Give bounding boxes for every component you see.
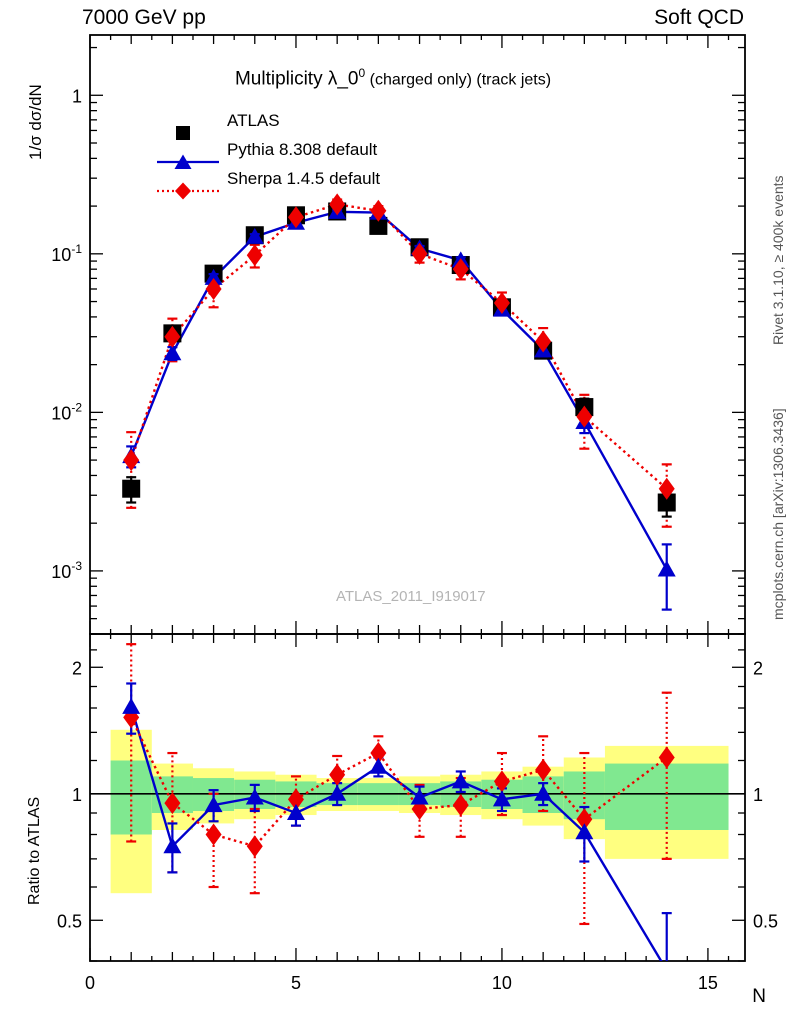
sherpa-data-point [493,291,510,314]
title-qualifier: (charged only) (track jets) [369,71,552,89]
legend-entry-pythia: Pythia 8.308 default [155,140,377,178]
analysis-watermark: ATLAS_2011_I919017 [336,588,486,605]
y-tick-label-main: 10-3 [51,559,82,582]
x-tick-label: 10 [492,973,512,993]
pythia-data-point [657,560,676,577]
legend-marker-pythia [157,154,219,169]
legend-label-atlas: ATLAS [227,111,280,130]
sherpa-data-point [535,330,552,353]
sherpa-data-point [411,242,428,265]
pythia-ratio-point [492,790,511,807]
sherpa-data-point [370,199,387,222]
sherpa-ratio-point [576,808,593,831]
sherpa-data-point [576,405,593,428]
x-tick-label: 5 [291,973,301,993]
sherpa-data-point [246,244,263,267]
x-axis-label: N [752,986,766,1007]
pythia-ratio-point [451,772,470,789]
y-tick-label-ratio-right: 2 [753,658,763,678]
pythia-ratio-point [575,823,594,840]
x-tick-label: 15 [698,973,718,993]
pythia-ratio-point [369,757,388,774]
y-tick-label-ratio: 0.5 [57,911,82,931]
page-title: Multiplicity λ_00 (charged only) (track … [235,66,551,90]
legend-entry-atlas: ATLAS [155,111,280,149]
sherpa-ratio-point [246,835,263,858]
ratio-band-inner [604,763,729,830]
pythia-ratio-point [328,784,347,801]
y-tick-label-ratio: 2 [72,658,82,678]
sherpa-ratio-point [493,770,510,793]
y-tick-label-ratio-right: 0.5 [753,911,778,931]
title-superscript: 0 [358,66,366,80]
legend-label-sherpa: Sherpa 1.4.5 default [227,169,381,188]
sherpa-data-point [164,325,181,348]
atlas-data-point [122,479,141,498]
sherpa-data-point [287,206,304,229]
sherpa-ratio-point [329,763,346,786]
sherpa-data-point [329,193,346,216]
y-tick-label-main: 10-1 [51,242,82,265]
pythia-ratio-point [163,837,182,854]
ratio-band-inner [110,760,152,835]
sherpa-data-point [205,277,222,300]
title-main: Multiplicity λ_0 [234,68,359,90]
pythia-ratio-point [245,788,264,805]
y-tick-label-ratio-right: 1 [753,785,763,805]
sherpa-ratio-point [205,823,222,846]
legend-entry-sherpa: Sherpa 1.4.5 default [155,169,380,207]
atlas-data-point [369,216,388,235]
legend-label-pythia: Pythia 8.308 default [227,140,378,159]
sherpa-ratio-point [452,794,469,817]
ratio-panel-frame [89,633,746,962]
atlas-data-point [657,493,676,512]
header-beam-label: 7000 GeV pp [82,6,206,29]
sherpa-ratio-point [370,742,387,765]
sherpa-data-point [452,258,469,281]
legend-marker-sherpa [157,182,219,200]
y-tick-label-main: 10-2 [51,400,82,423]
sherpa-ratio-point [535,758,552,781]
pythia-ratio-point [534,784,553,801]
pythia-ratio-point [204,796,223,813]
y-tick-label-ratio: 1 [72,785,82,805]
data-line [130,203,668,490]
y-tick-label-main: 1 [72,86,82,106]
x-tick-label: 0 [85,973,95,993]
pythia-ratio-point [122,697,141,714]
pythia-data-point [204,268,223,285]
sherpa-data-point [123,449,140,472]
sherpa-ratio-point [164,792,181,815]
sherpa-data-point [658,477,675,500]
sherpa-ratio-point [287,788,304,811]
sherpa-ratio-point [658,746,675,769]
pythia-data-point [163,344,182,361]
pythia-data-point [245,227,264,244]
header-process-label: Soft QCD [654,6,744,29]
legend-marker-atlas [176,126,190,140]
pythia-ratio-point [286,804,305,821]
pythia-ratio-point [410,788,429,805]
